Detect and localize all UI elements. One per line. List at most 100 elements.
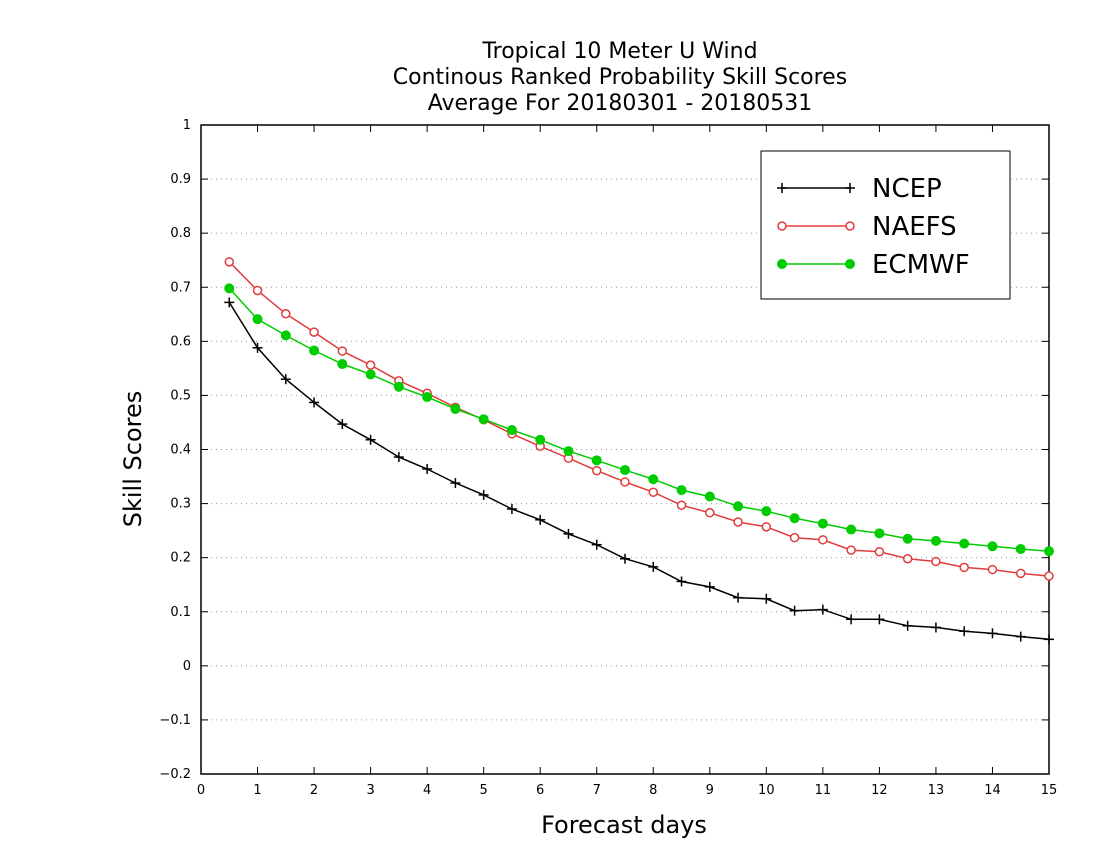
data-point [902, 553, 913, 564]
data-point [676, 485, 687, 496]
data-point [393, 381, 404, 392]
chart-title-line: Continous Ranked Probability Skill Score… [393, 65, 847, 90]
data-point [648, 561, 659, 572]
data-point [987, 628, 998, 639]
data-point [931, 556, 941, 567]
data-point [1044, 634, 1054, 645]
legend-marker [845, 183, 855, 193]
series-line [228, 302, 1050, 641]
series-ecmwf [224, 283, 1054, 557]
data-point [591, 455, 602, 466]
series-line [228, 287, 1050, 552]
series-line [228, 261, 1050, 577]
data-point [281, 309, 291, 319]
data-point [535, 434, 546, 445]
chart-title-line: Tropical 10 Meter U Wind [481, 39, 757, 64]
x-tick-label: 14 [984, 783, 1001, 798]
data-point [761, 593, 772, 604]
data-point [987, 541, 998, 552]
y-tick-label: −0.2 [159, 767, 191, 782]
series [224, 257, 1054, 645]
data-point [280, 374, 291, 385]
y-tick-label: 0.4 [170, 443, 191, 458]
y-tick-label: 0.1 [170, 605, 191, 620]
data-point [959, 562, 969, 573]
legend-box [760, 150, 1011, 300]
data-point [591, 539, 602, 550]
data-point [676, 500, 687, 510]
y-tick-label: 0.7 [170, 280, 191, 295]
data-point [648, 474, 659, 485]
data-point [846, 545, 856, 555]
y-axis-label: Skill Scores [119, 391, 147, 528]
data-point [761, 522, 772, 532]
data-point [789, 605, 800, 616]
data-point [422, 392, 433, 403]
data-point [1015, 544, 1026, 555]
data-point [704, 491, 715, 502]
data-point [648, 487, 659, 497]
y-tick-label: 0.3 [170, 497, 191, 512]
data-point [422, 463, 433, 474]
data-point [337, 419, 348, 430]
data-point [733, 592, 744, 603]
x-tick-label: 2 [310, 783, 318, 798]
data-point [930, 535, 941, 546]
data-point [252, 314, 263, 325]
data-point [506, 503, 517, 514]
data-point [309, 345, 320, 356]
data-point [818, 535, 828, 545]
y-tick-label: 0 [183, 659, 191, 674]
data-point [450, 403, 461, 414]
data-point [733, 501, 744, 512]
data-point [506, 425, 517, 436]
x-tick-label: 11 [815, 783, 832, 798]
x-tick-label: 5 [480, 783, 488, 798]
data-point [846, 524, 857, 535]
data-point [224, 257, 235, 267]
legend-label: ECMWF [872, 250, 970, 280]
y-tick-label: 1 [183, 118, 191, 133]
x-tick-label: 4 [423, 783, 431, 798]
data-point [676, 576, 687, 587]
x-tick-label: 3 [366, 783, 374, 798]
x-tick-label: 0 [197, 783, 205, 798]
data-point [365, 369, 376, 380]
data-point [902, 533, 913, 544]
data-point [252, 285, 263, 296]
legend-item: NAEFS [777, 212, 957, 242]
data-point [789, 513, 800, 524]
y-tick-label: 0.8 [170, 226, 191, 241]
axis-ticks: −0.2−0.100.10.20.30.40.50.60.70.80.910 1 2… [159, 118, 1057, 798]
data-point [1044, 546, 1054, 557]
data-point [309, 397, 320, 408]
series-naefs [224, 257, 1054, 581]
data-point [1015, 631, 1026, 642]
x-tick-label: 10 [758, 783, 775, 798]
y-tick-label: 0.2 [170, 551, 191, 566]
data-point [620, 553, 630, 564]
y-tick-label: 0.5 [170, 388, 191, 403]
x-axis-label: Forecast days [541, 811, 707, 839]
data-point [930, 622, 941, 633]
data-point [450, 478, 461, 489]
series-ncep [224, 297, 1054, 645]
data-point [987, 564, 998, 575]
data-point [959, 626, 970, 637]
data-point [789, 532, 800, 543]
y-tick-label: 0.6 [170, 334, 191, 349]
data-point [704, 581, 715, 592]
x-tick-label: 1 [253, 783, 261, 798]
data-point [252, 342, 263, 353]
legend-item: NCEP [777, 174, 942, 204]
data-point [224, 297, 235, 308]
data-point [959, 538, 970, 549]
x-tick-label: 6 [536, 783, 544, 798]
data-point [337, 359, 348, 370]
legend-marker [777, 221, 787, 231]
data-point [563, 528, 574, 539]
data-point [817, 604, 828, 615]
data-point [705, 508, 715, 518]
